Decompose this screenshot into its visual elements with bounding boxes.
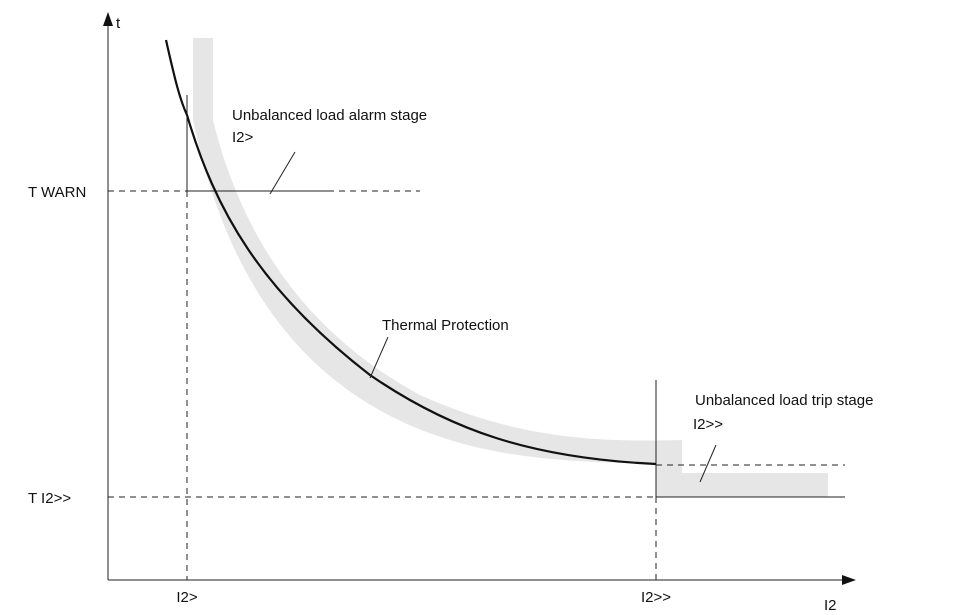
x-mark-label: I2> [176, 589, 198, 606]
y-label: t [116, 15, 121, 32]
x-arrow [842, 575, 856, 585]
leader [699, 444, 717, 483]
thermal-curve [164, 39, 657, 466]
tolerance-band [193, 38, 828, 497]
x-label: I2 [824, 597, 837, 614]
annotation: Unbalanced load trip stage [695, 392, 873, 409]
leader [269, 151, 296, 195]
y-arrow [103, 12, 113, 26]
x-mark-label: I2>> [641, 589, 671, 606]
level-label: T I2>> [28, 490, 71, 507]
annotation: Thermal Protection [382, 317, 509, 334]
annotation: I2>> [693, 416, 723, 433]
annotation: Unbalanced load alarm stage [232, 107, 427, 124]
annotation: I2> [232, 129, 254, 146]
level-label: T WARN [28, 184, 86, 201]
leader [369, 336, 389, 379]
